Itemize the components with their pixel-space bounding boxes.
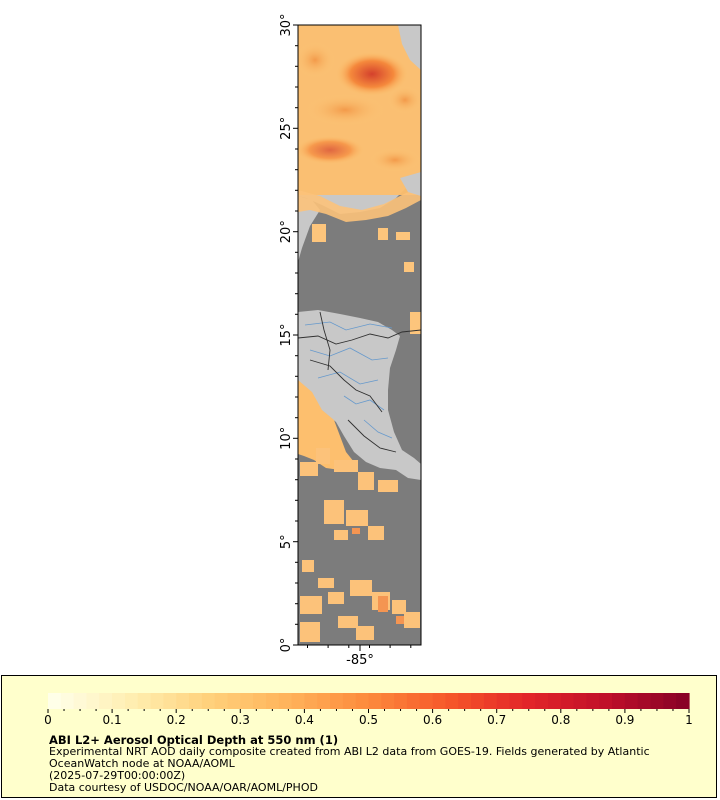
colorbar-swatch	[240, 693, 254, 709]
colorbar-swatch	[137, 693, 152, 709]
colorbar-swatch	[86, 693, 100, 709]
colorbar-tick-label: 0	[44, 713, 52, 727]
colorbar-swatches	[48, 693, 690, 709]
map-figure: 30° 25° 20° 15° 10° 5° 0° -85°	[279, 13, 422, 668]
aod-high-patch-1	[336, 52, 408, 96]
colorbar-swatch	[483, 693, 498, 709]
colorbar-swatch	[406, 693, 421, 709]
legend-credit: Data courtesy of USDOC/NOAA/OAR/AOML/PHO…	[49, 781, 318, 794]
lon-ticks	[307, 645, 412, 651]
lat-label-30: 30°	[279, 13, 294, 36]
colorbar-tick-label: 0.4	[295, 713, 314, 727]
colorbar-swatch	[189, 693, 203, 709]
colorbar-swatch	[214, 693, 229, 709]
colorbar-swatch	[394, 693, 408, 709]
colorbar-swatch	[99, 693, 113, 709]
colorbar-swatch	[317, 693, 331, 709]
colorbar-swatch	[48, 693, 62, 709]
colorbar-swatch	[432, 693, 447, 709]
aod-hotspots-south	[352, 528, 404, 624]
colorbar-swatch	[496, 693, 511, 709]
aod-high-patch-4	[369, 148, 421, 172]
land-north-east-gap	[398, 25, 421, 70]
aod-high-patch-3	[298, 136, 364, 164]
lat-label-15: 15°	[279, 323, 294, 346]
colorbar-tick-label: 0.9	[615, 713, 634, 727]
aod-high-patch-2	[305, 94, 385, 126]
aod-high-patch-5	[298, 42, 335, 78]
colorbar: 0 0.1 0.2 0.3 0.4 0.5 0.6 0.7 0.8 0.9 1	[44, 693, 693, 727]
colorbar-swatch	[535, 693, 549, 709]
colorbar-tick-label: 0.1	[103, 713, 122, 727]
colorbar-swatch	[586, 693, 600, 709]
colorbar-swatch	[676, 693, 690, 709]
aod-map: 30° 25° 20° 15° 10° 5° 0° -85°	[279, 13, 422, 668]
colorbar-swatch	[355, 693, 370, 709]
colorbar-tick-label: 0.6	[423, 713, 442, 727]
map-frame	[298, 25, 421, 645]
colorbar-tick-label: 0.5	[359, 713, 378, 727]
legend-date: (2025-07-29T00:00:00Z)	[49, 769, 186, 782]
colorbar-swatch	[573, 693, 588, 709]
aod-scatter-mid	[312, 224, 421, 334]
colorbar-swatch	[624, 693, 639, 709]
colorbar-ticks	[47, 709, 690, 713]
colorbar-swatch	[368, 693, 382, 709]
colorbar-swatch	[458, 693, 472, 709]
colorbar-swatch	[419, 693, 434, 709]
colorbar-tick-labels: 0 0.1 0.2 0.3 0.4 0.5 0.6 0.7 0.8 0.9 1	[44, 713, 693, 727]
colorbar-swatch	[201, 693, 216, 709]
colorbar-swatch	[599, 693, 613, 709]
colorbar-swatch	[509, 693, 523, 709]
colorbar-swatch	[304, 693, 318, 709]
colorbar-swatch	[522, 693, 536, 709]
aod-plume-edge	[298, 186, 421, 222]
colorbar-swatch	[124, 693, 139, 709]
legend-panel: 0 0.1 0.2 0.3 0.4 0.5 0.6 0.7 0.8 0.9 1 ABI L2+ Ae…	[1, 675, 717, 798]
colorbar-swatch	[663, 693, 677, 709]
rivers	[304, 321, 393, 439]
colorbar-tick-label: 1	[685, 713, 693, 727]
colorbar-swatch	[650, 693, 664, 709]
legend-description: Experimental NRT AOD daily composite cre…	[49, 745, 650, 770]
colorbar-tick-label: 0.3	[231, 713, 250, 727]
colorbar-swatch	[60, 693, 75, 709]
colorbar-tick-label: 0.8	[551, 713, 570, 727]
lat-label-20: 20°	[279, 220, 294, 243]
colorbar-swatch	[150, 693, 164, 709]
colorbar-swatch	[637, 693, 652, 709]
colorbar-swatch	[330, 693, 344, 709]
colorbar-swatch	[291, 693, 305, 709]
legend-title: ABI L2+ Aerosol Optical Depth at 550 nm …	[49, 733, 339, 747]
colorbar-swatch	[253, 693, 267, 709]
lat-label-10: 10°	[279, 427, 294, 450]
colorbar-swatch	[342, 693, 357, 709]
land-mexico-west	[298, 196, 320, 262]
colorbar-swatch	[227, 693, 241, 709]
colorbar-swatch	[265, 693, 280, 709]
colorbar-swatch	[73, 693, 88, 709]
aod-field-pacific	[298, 380, 354, 470]
lon-label-85w: -85°	[346, 653, 374, 668]
colorbar-swatch	[278, 693, 293, 709]
colorbar-swatch	[560, 693, 575, 709]
colorbar-swatch	[612, 693, 626, 709]
colorbar-swatch	[471, 693, 485, 709]
lat-label-25: 25°	[279, 117, 294, 140]
aod-high-patch-6	[387, 86, 421, 114]
colorbar-tick-label: 0.2	[167, 713, 186, 727]
colorbar-swatch	[445, 693, 459, 709]
land-east-gap	[400, 172, 421, 196]
colorbar-swatch	[547, 693, 562, 709]
colorbar-swatch	[381, 693, 395, 709]
colorbar-swatch	[163, 693, 177, 709]
colorbar-tick-label: 0.7	[487, 713, 506, 727]
lat-label-5: 5°	[279, 534, 294, 549]
colorbar-swatch	[176, 693, 190, 709]
lat-label-0: 0°	[279, 638, 294, 653]
aod-scatter-pacific	[300, 448, 420, 642]
colorbar-swatch	[112, 693, 126, 709]
lat-minor-ticks	[293, 24, 298, 646]
country-borders	[298, 311, 421, 453]
